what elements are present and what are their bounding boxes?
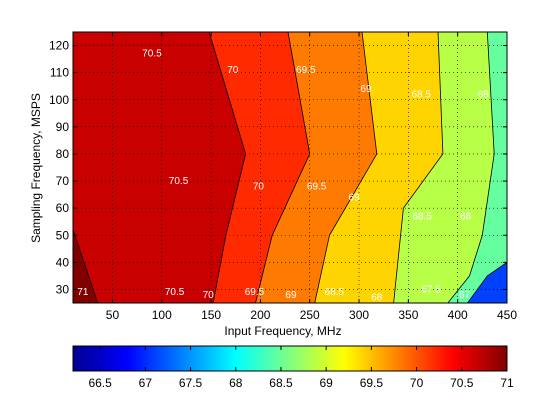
y-tick-label: 120	[49, 39, 69, 53]
contour-label: 68.5	[411, 89, 431, 100]
colorbar-tick-label: 68.5	[269, 376, 293, 390]
contour-labels: 71 70.5 70.5 70.5 70 70 70 69.5 69.5 69.5 69 69 69 68…	[77, 49, 489, 304]
contour-label: 69	[285, 290, 297, 301]
plot-frame	[72, 31, 508, 304]
contour-label: 70.5	[169, 176, 189, 187]
contour-label: 68	[460, 211, 472, 222]
contour-band	[447, 32, 507, 303]
contour-label: 69	[349, 192, 361, 203]
x-tick-label: 450	[497, 308, 517, 322]
x-tick-label: 50	[106, 308, 120, 322]
colorbar-tick-label: 71	[500, 376, 514, 390]
contour-label: 70.5	[142, 49, 162, 60]
contour-line	[447, 32, 495, 303]
x-tick-label: 250	[300, 308, 320, 322]
colorbar-ticks: 66.5 67 67.5 68 68.5 69 69.5 70 70.5 71	[88, 346, 514, 390]
colorbar-tick-label: 69	[319, 376, 333, 390]
contour-label: 68	[478, 89, 490, 100]
x-tick-label: 200	[250, 308, 270, 322]
y-axis-ticks: 30 40 50 60 70 80 90 100 110 120	[49, 39, 507, 296]
contour-line	[506, 297, 507, 303]
contour-lines	[73, 32, 560, 303]
contour-label: 68.5	[412, 211, 432, 222]
y-tick-label: 30	[56, 282, 70, 296]
colorbar-tick-label: 69.5	[360, 376, 384, 390]
contour-line	[393, 32, 444, 303]
contour-band	[507, 18, 560, 316]
contour-label: 70.5	[165, 287, 185, 298]
y-tick-label: 40	[56, 255, 70, 269]
contour-label: 68	[371, 293, 383, 304]
y-tick-label: 100	[49, 93, 69, 107]
colorbar-tick-label: 67	[139, 376, 153, 390]
colorbar-tick-label: 70.5	[450, 376, 474, 390]
contour-line	[255, 32, 311, 303]
x-tick-label: 100	[152, 308, 172, 322]
colorbar-gradient	[72, 345, 508, 372]
colorbar-tick-label: 70	[410, 376, 424, 390]
contour-label: 67	[459, 290, 471, 301]
contour-label: 70	[253, 181, 265, 192]
x-tick-label: 300	[349, 308, 369, 322]
contour-band	[517, 249, 560, 317]
contour-line	[314, 32, 378, 303]
colorbar-tick-label: 67.5	[179, 376, 203, 390]
plot-area: 71 70.5 70.5 70.5 70 70 70 69.5 69.5 69.5 69 69 69 68…	[49, 18, 560, 322]
colorbar: 66.5 67 67.5 68 68.5 69 69.5 70 70.5 71	[72, 345, 514, 390]
y-tick-label: 90	[56, 120, 70, 134]
x-tick-label: 400	[448, 308, 468, 322]
x-tick-label: 350	[398, 308, 418, 322]
y-tick-label: 60	[56, 201, 70, 215]
contour-label: 69.5	[245, 287, 265, 298]
colorbar-tick-label: 68	[229, 376, 243, 390]
y-tick-label: 80	[56, 147, 70, 161]
contour-line	[208, 32, 247, 303]
y-tick-label: 110	[50, 66, 69, 80]
y-axis-label: Sampling Frequency, MSPS	[29, 93, 43, 243]
colorbar-tick-label: 66.5	[88, 376, 112, 390]
contour-label: 67.5	[421, 284, 441, 295]
contour-label: 71	[77, 287, 89, 298]
contour-line	[73, 229, 99, 303]
x-axis-label: Input Frequency, MHz	[224, 324, 341, 338]
contour-label: 70	[227, 65, 239, 76]
x-axis-ticks: 50 100 150 200 250 300 350 400 450	[106, 32, 517, 322]
contour-bands	[73, 18, 560, 317]
contour-label: 69	[360, 84, 372, 95]
contour-line	[517, 249, 560, 303]
contour-label: 69.5	[296, 65, 316, 76]
contour-label: 70	[203, 290, 215, 301]
grid-lines	[73, 32, 507, 303]
x-tick-label: 150	[201, 308, 221, 322]
contour-band	[467, 262, 507, 303]
y-tick-label: 70	[56, 174, 70, 188]
y-tick-label: 50	[56, 228, 70, 242]
contour-label: 68.5	[325, 287, 345, 298]
contour-label: 69.5	[307, 181, 327, 192]
